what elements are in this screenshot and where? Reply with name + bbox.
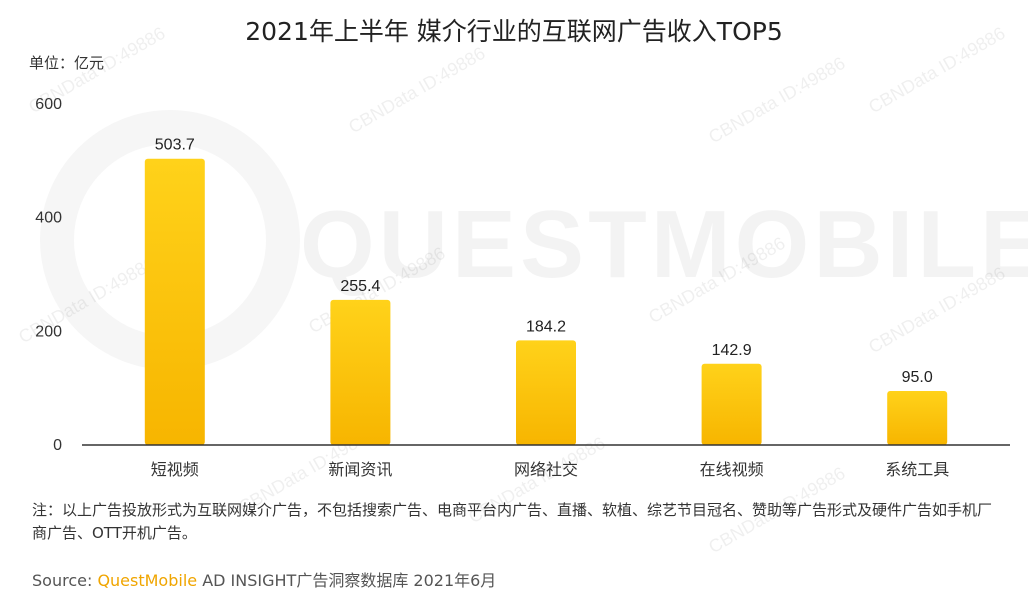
chart-title: 2021年上半年 媒介行业的互联网广告收入TOP5	[245, 17, 783, 46]
bar	[516, 340, 576, 445]
x-tick-label: 在线视频	[700, 460, 764, 479]
y-tick-label: 400	[35, 210, 62, 227]
y-tick-label: 0	[53, 437, 62, 454]
bar	[330, 299, 391, 445]
bar-value-label: 142.9	[712, 342, 752, 359]
bar-value-label: 184.2	[526, 318, 566, 335]
bar-value-label: 503.7	[155, 137, 195, 154]
x-tick-label: 短视频	[151, 460, 199, 479]
unit-label: 单位：亿元	[29, 54, 105, 72]
bar	[144, 158, 205, 445]
y-axis-ticks: 0 200 400 600	[35, 96, 62, 454]
x-tick-label: 网络社交	[514, 460, 578, 479]
y-tick-label: 600	[35, 96, 62, 113]
y-tick-label: 200	[35, 323, 62, 340]
bar	[701, 363, 762, 445]
source-prefix: Source:	[32, 571, 93, 590]
x-tick-label: 系统工具	[885, 460, 949, 479]
x-axis-labels: 短视频 新闻资讯 网络社交 在线视频 系统工具	[151, 460, 949, 479]
source-rest: AD INSIGHT广告洞察数据库 2021年6月	[202, 571, 497, 590]
source-brand: QuestMobile	[97, 571, 198, 590]
watermark-logo: QUESTMOBILE	[300, 190, 1028, 300]
x-tick-label: 新闻资讯	[328, 460, 392, 479]
footnote: 注：以上广告投放形式为互联网媒介广告，不包括搜索广告、电商平台内广告、直播、软植…	[32, 501, 993, 542]
bar	[887, 391, 948, 445]
source-line: Source: QuestMobile AD INSIGHT广告洞察数据库 20…	[32, 567, 496, 591]
bars: 503.7 255.4 184.2 142.9 95.0	[144, 137, 948, 445]
bar-value-label: 255.4	[340, 278, 380, 295]
bar-value-label: 95.0	[902, 369, 933, 386]
